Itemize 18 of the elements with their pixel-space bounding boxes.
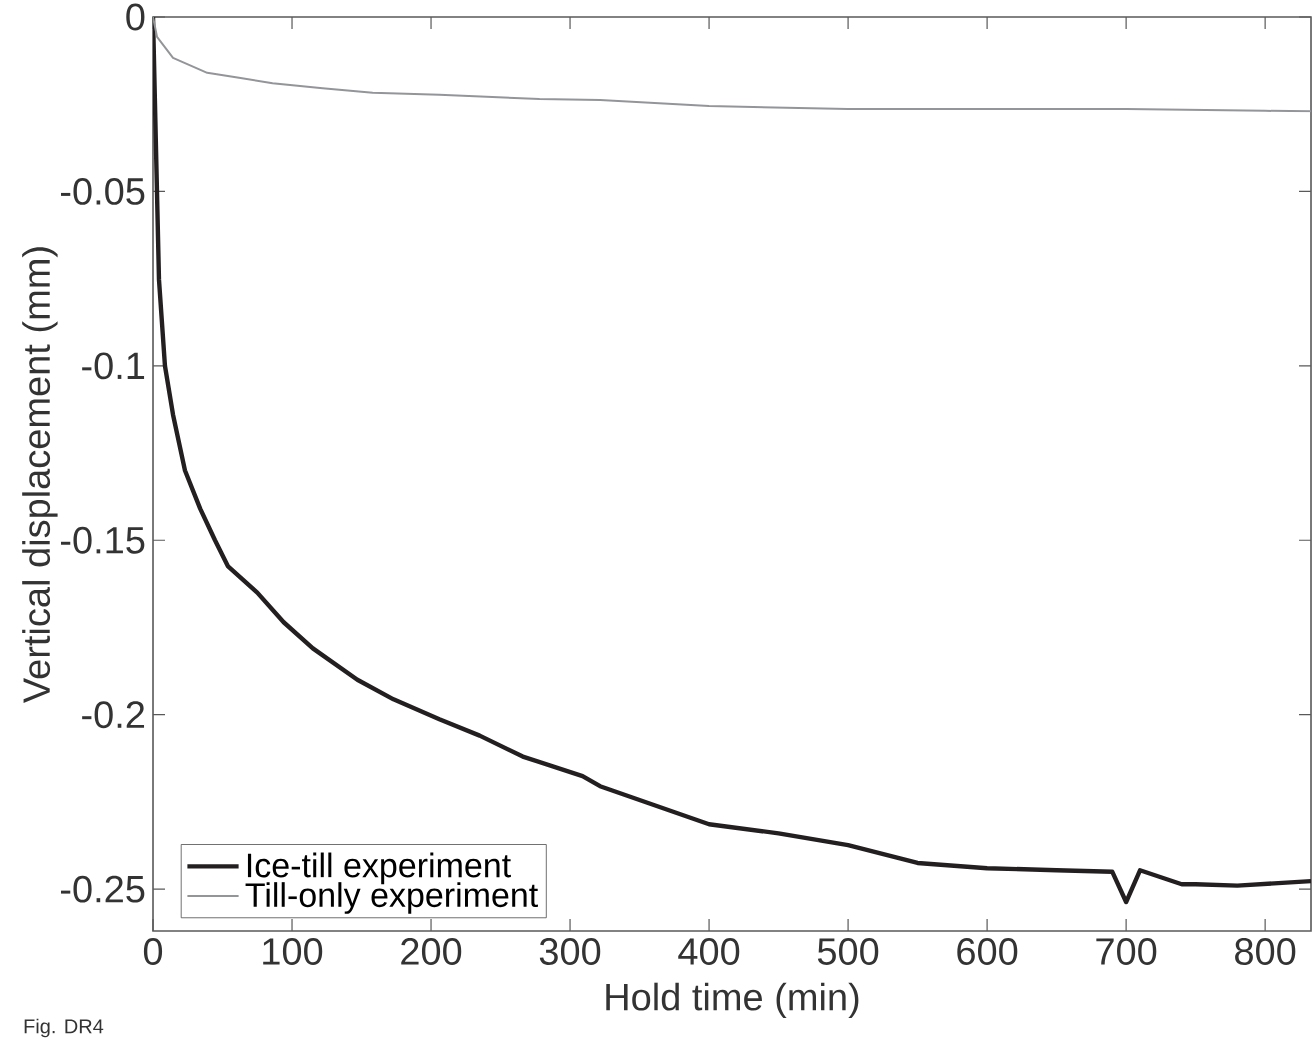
- x-tick-label: 800: [1235, 938, 1296, 965]
- x-tick-label: 300: [539, 938, 601, 965]
- y-tick-label: 0: [126, 3, 145, 31]
- y-axis-title: Vertical displacement (mm): [22, 247, 58, 703]
- text: Fig. DR4: [24, 1018, 104, 1038]
- x-tick-label: 500: [817, 938, 879, 965]
- x-tick-label: 200: [401, 938, 462, 965]
- y-tick-label: -0.2: [82, 701, 145, 729]
- y-tick-label: -0.05: [61, 177, 145, 205]
- y-tick-label: -0.25: [61, 875, 145, 903]
- x-tick-label: 600: [957, 938, 1018, 965]
- x-tick-label: 0: [143, 938, 163, 965]
- x-axis-title: Hold time (min): [606, 982, 859, 1019]
- x-tick-label: 100: [263, 938, 323, 965]
- x-tick-label: 700: [1096, 938, 1157, 965]
- x-tick-label: 400: [678, 938, 740, 965]
- y-tick-label: -0.1: [82, 352, 145, 380]
- y-tick-label: -0.15: [61, 526, 145, 554]
